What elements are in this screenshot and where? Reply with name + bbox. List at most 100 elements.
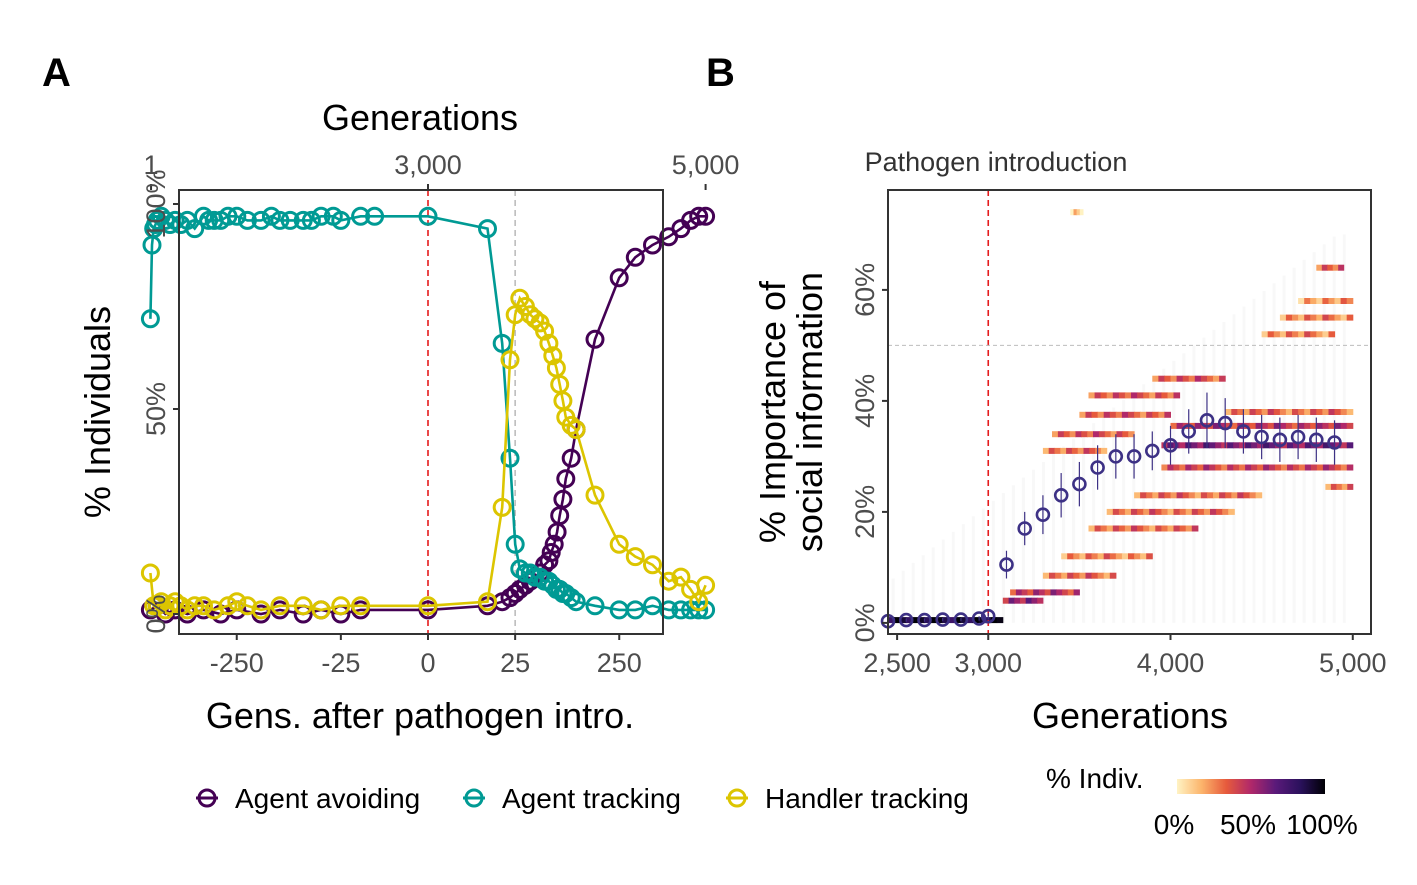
- heatmap-cell: [1073, 209, 1078, 216]
- heatmap-cell: [1100, 392, 1108, 399]
- heatmap-cell: [1221, 464, 1228, 471]
- heatmap-cell: [1346, 464, 1354, 471]
- mean-point: [1090, 460, 1105, 475]
- heatmap-cell: [1161, 508, 1168, 515]
- heatmap-cell: [1176, 492, 1184, 499]
- mean-point: [1254, 429, 1269, 445]
- heatmap-cell: [1275, 464, 1282, 471]
- heatmap-cell: [1216, 508, 1223, 515]
- data-point-handler-tracking: [535, 321, 555, 341]
- mean-point: [1290, 429, 1306, 445]
- panel-b-x-ticks: 2,500 3,000 4,000 5,000: [863, 634, 1387, 678]
- heatmap-cell: [1173, 464, 1180, 471]
- panel-a-x-tick-label: 250: [597, 648, 642, 678]
- mean-point: [1217, 415, 1233, 431]
- heatmap-cell: [894, 617, 901, 624]
- mean-point: [1035, 507, 1051, 523]
- heatmap-cell: [1081, 431, 1088, 438]
- data-point-handler-tracking: [539, 333, 559, 353]
- heatmap-cell: [1245, 464, 1252, 471]
- heatmap-cell: [1269, 464, 1276, 471]
- heatmap-cell: [1263, 464, 1270, 471]
- heatmap-background-cell: [1202, 337, 1206, 623]
- mean-point: [980, 608, 996, 624]
- heatmap-cell: [1221, 442, 1228, 449]
- heatmap-cell: [1010, 589, 1017, 596]
- heatmap-cell: [1128, 553, 1135, 560]
- panel-a-y-ticks: 0% 50% 100%: [141, 169, 179, 634]
- heatmap-cell: [1060, 447, 1067, 454]
- panel-b-y-tick-label: 0%: [850, 603, 880, 642]
- data-point-handler-tracking: [625, 547, 645, 567]
- heatmap-background-cell: [1272, 283, 1276, 623]
- mean-point: [971, 611, 987, 626]
- heatmap-background-cell: [1112, 407, 1116, 623]
- heatmap-cell: [1316, 331, 1323, 338]
- heatmap-cell: [1109, 553, 1117, 560]
- heatmap-cell: [1316, 298, 1323, 304]
- heatmap-cell: [1048, 447, 1055, 454]
- data-point-agent-tracking: [659, 600, 679, 620]
- data-point-agent-tracking: [418, 206, 438, 226]
- heatmap-cell: [1173, 392, 1181, 399]
- mean-point: [1126, 449, 1142, 464]
- heatmap-cell: [1287, 464, 1294, 471]
- heatmap-cell: [1173, 525, 1181, 532]
- data-point-handler-tracking: [227, 592, 247, 612]
- heatmap-cell: [1267, 331, 1275, 338]
- heatmap-cell: [972, 617, 980, 624]
- legend-label-agent-avoiding: Agent avoiding: [235, 783, 420, 814]
- heatmap-cell: [1346, 409, 1354, 415]
- heatmap-cell: [1037, 597, 1044, 604]
- heatmap-cell: [1021, 589, 1028, 596]
- heatmap-cell: [1167, 392, 1175, 399]
- heatmap-cell: [1134, 411, 1141, 418]
- panel-b-y-tick-label: 40%: [850, 374, 880, 428]
- heatmap-cell: [1298, 422, 1305, 429]
- heatmap-background-cell: [941, 539, 945, 623]
- data-point-agent-avoiding: [609, 268, 629, 288]
- panel-a-top-tick-label: 5,000: [672, 150, 740, 180]
- heatmap-cell: [1188, 375, 1196, 382]
- data-point-agent-tracking: [237, 210, 257, 230]
- heatmap-cell: [1316, 422, 1323, 429]
- data-point-agent-tracking: [218, 206, 238, 226]
- heatmap-cell: [1316, 409, 1323, 415]
- heatmap-cell: [1079, 411, 1086, 418]
- heatmap-cell: [1164, 411, 1171, 418]
- heatmap-cell: [1031, 597, 1038, 604]
- heatmap-cell: [1002, 597, 1009, 604]
- heatmap-cell: [1008, 597, 1015, 604]
- heatmap-cell: [1057, 431, 1065, 438]
- colorbar-ticks: 0% 50% 100%: [1154, 809, 1358, 840]
- data-point-agent-tracking: [585, 596, 605, 616]
- heatmap-cell: [1210, 508, 1217, 515]
- heatmap-cell: [1173, 508, 1181, 515]
- heatmap-cell: [996, 617, 1004, 624]
- heatmap-cell: [1131, 508, 1138, 515]
- panel-a-y-axis-title: % Individuals: [77, 306, 118, 518]
- data-point-agent-tracking: [530, 567, 550, 587]
- heatmap-cell: [1279, 314, 1287, 321]
- heatmap-cell: [1152, 492, 1159, 499]
- data-point-agent-tracking: [625, 600, 645, 620]
- heatmap-cell: [1079, 209, 1084, 216]
- heatmap-cell: [1170, 375, 1178, 382]
- heatmap-cell: [1334, 298, 1342, 304]
- data-point-handler-tracking: [251, 600, 271, 620]
- heatmap-cell: [1085, 553, 1093, 560]
- data-point-agent-avoiding: [585, 329, 605, 349]
- heatmap-cell: [1083, 447, 1090, 454]
- heatmap-cell: [1067, 589, 1075, 596]
- data-point-handler-tracking: [311, 600, 331, 620]
- heatmap-cell: [1213, 492, 1220, 499]
- heatmap-cell: [1146, 411, 1153, 418]
- heatmap-cell: [1155, 392, 1162, 399]
- panel-b-y-ticks: 0% 20% 40% 60%: [850, 263, 888, 642]
- data-point-agent-avoiding: [625, 247, 645, 267]
- heatmap-cell: [1155, 525, 1162, 532]
- data-point-handler-tracking: [696, 575, 716, 595]
- heatmap-cell: [1231, 422, 1238, 429]
- heatmap-cell: [1109, 572, 1117, 579]
- heatmap-cell: [1095, 447, 1102, 454]
